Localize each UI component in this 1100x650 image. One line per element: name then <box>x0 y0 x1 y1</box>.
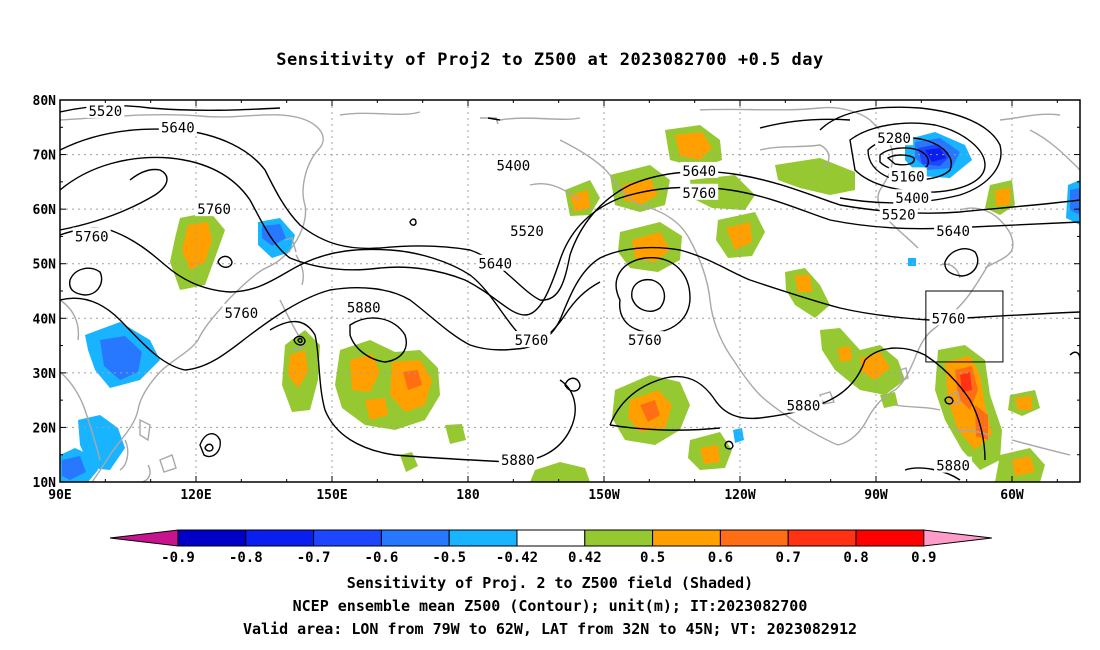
contour-label-bg <box>934 221 973 238</box>
contour-label: 5640 <box>478 257 512 273</box>
colorbar-label: -0.8 <box>229 550 263 566</box>
contour-label-bg <box>680 183 719 200</box>
colorbar-label: 0.5 <box>640 550 665 566</box>
contour-label: 5880 <box>501 453 535 469</box>
contour-label-bg <box>195 200 234 217</box>
contour-label: 5520 <box>88 104 122 120</box>
lon-label: 120W <box>724 488 755 503</box>
contour-label: 5760 <box>75 229 109 245</box>
contour-label-bg <box>875 129 914 146</box>
colorbar-label: 0.9 <box>911 550 936 566</box>
contour-label-bg <box>494 156 533 173</box>
lon-label: 60W <box>1000 488 1024 503</box>
contour-label: 5280 <box>877 131 911 147</box>
lat-labels: 80N 70N 60N 50N 40N 30N 20N 10N <box>33 94 57 491</box>
lon-label: 90E <box>48 488 71 503</box>
contour-label: 5520 <box>510 224 544 240</box>
contour-label-bg <box>680 161 719 178</box>
contour-label: 5160 <box>891 169 925 185</box>
colorbar-label: 0.6 <box>708 550 733 566</box>
contour-label: 5400 <box>496 158 530 174</box>
colorbar-swatch <box>719 529 789 547</box>
colorbar-tip-left <box>109 529 179 547</box>
colorbar-swatch <box>448 529 518 547</box>
lat-label: 70N <box>33 149 57 164</box>
lat-label: 30N <box>33 367 57 382</box>
colorbar-swatch <box>313 529 382 547</box>
colorbar-label: -0.9 <box>161 550 195 566</box>
lat-label: 40N <box>33 312 57 327</box>
colorbar-label: -0.5 <box>432 550 466 566</box>
colorbar-swatch <box>855 529 925 547</box>
contour-label-bg <box>344 298 383 315</box>
contour-label-bg <box>929 309 968 326</box>
colorbar-swatch <box>177 529 247 547</box>
contour-label: 5760 <box>682 186 716 202</box>
colorbar: -0.9 -0.8 -0.7 -0.6 -0.5 -0.42 0.42 0.5 0.6 0.7 0.… <box>109 529 992 566</box>
colorbar-label: -0.42 <box>496 550 538 566</box>
lon-label: 150E <box>316 488 347 503</box>
lat-label: 10N <box>33 476 57 491</box>
contour-label-bg <box>222 303 261 320</box>
colorbar-label: 0.42 <box>568 550 602 566</box>
lat-label: 60N <box>33 203 57 218</box>
colorbar-tip-right <box>923 529 992 547</box>
valid-area-box <box>925 290 1004 363</box>
contour-label: 5880 <box>347 300 381 316</box>
caption-contour: NCEP ensemble mean Z500 (Contour); unit(… <box>292 597 808 615</box>
colorbar-swatch <box>516 529 586 547</box>
colorbar-label: -0.6 <box>365 550 399 566</box>
contour-label: 5760 <box>515 333 549 349</box>
lon-label: 180 <box>456 488 480 503</box>
lon-labels: 90E 120E 150E 180 150W 120W 90W 60W <box>48 488 1024 503</box>
colorbar-label: 0.8 <box>843 550 868 566</box>
lon-label: 150W <box>588 488 619 503</box>
lon-label: 90W <box>864 488 888 503</box>
colorbar-label: -0.7 <box>297 550 331 566</box>
page-title: Sensitivity of Proj2 to Z500 at 20230827… <box>276 50 824 70</box>
contour-label-bg <box>625 331 664 348</box>
caption-valid-area: Valid area: LON from 79W to 62W, LAT fro… <box>242 620 858 638</box>
contour-label: 5880 <box>936 459 970 475</box>
contour-label: 5400 <box>895 191 929 207</box>
contour-label: 5640 <box>161 120 195 136</box>
lat-label: 80N <box>33 94 57 109</box>
colorbar-label: 0.7 <box>776 550 801 566</box>
contour-label: 5760 <box>932 311 966 327</box>
colorbar-swatch <box>245 529 315 547</box>
contour-label-bg <box>934 456 973 473</box>
contour-label-bg <box>476 254 515 271</box>
contour-label: 5520 <box>882 208 916 224</box>
sensitivity-shading <box>60 125 1080 482</box>
lat-label: 20N <box>33 421 57 436</box>
lat-label: 50N <box>33 258 57 273</box>
contour-label-bg <box>784 396 823 413</box>
colorbar-swatch <box>787 529 857 547</box>
colorbar-swatch <box>380 529 450 547</box>
contour-label: 5880 <box>787 399 821 415</box>
lon-label: 120E <box>180 488 211 503</box>
contour-label-bg <box>507 221 546 238</box>
coastlines <box>60 106 1080 482</box>
contour-label: 5760 <box>628 333 662 349</box>
contour-label-bg <box>512 331 551 348</box>
contour-label-bg <box>893 189 932 206</box>
contour-label-bg <box>879 205 918 222</box>
colorbar-swatch <box>584 529 654 547</box>
contour-label: 5760 <box>224 306 258 322</box>
axis-ticks <box>59 99 1080 483</box>
contour-label-bg <box>86 101 125 118</box>
colorbar-swatch <box>652 529 721 547</box>
contour-label: 5640 <box>682 164 716 180</box>
caption-shading: Sensitivity of Proj. 2 to Z500 field (Sh… <box>346 574 754 592</box>
contour-label-bg <box>498 451 537 468</box>
contour-label: 5640 <box>936 224 970 240</box>
contour-label: 5760 <box>197 202 231 218</box>
contour-label-bg <box>72 227 111 244</box>
contour-label-bg <box>158 118 197 135</box>
contour-label-bg <box>888 167 927 184</box>
